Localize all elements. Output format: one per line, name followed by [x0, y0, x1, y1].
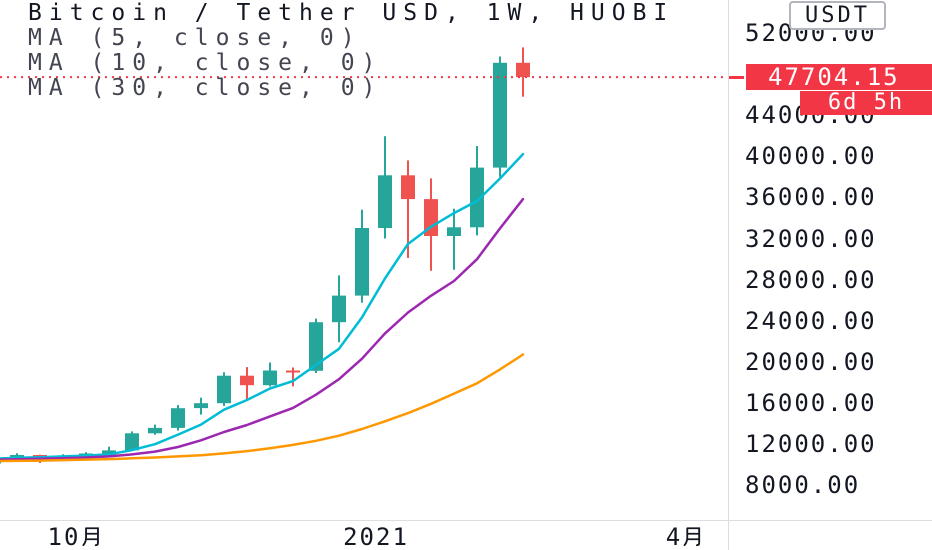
candle-body-down	[240, 375, 254, 386]
last-price-tag: 47704.15	[746, 64, 932, 91]
time-axis-label: 10	[48, 523, 103, 550]
ma-line-ma10	[0, 197, 525, 461]
candle-body-up	[447, 227, 461, 236]
candle-body-down	[401, 175, 415, 200]
price-tick-label: 28000.00	[745, 265, 877, 294]
legend: Bitcoin / Tether USD, 1W, HUOBI MA (5, c…	[28, 1, 674, 101]
price-tick-label: 36000.00	[745, 183, 877, 212]
last-price-tick-dash	[729, 75, 744, 79]
price-tick-label: 20000.00	[745, 347, 877, 376]
month-glyph	[684, 527, 701, 547]
bar-countdown-tag: 6d 5h	[800, 91, 932, 116]
candle-body-up	[194, 403, 208, 409]
candle-body-down	[286, 370, 300, 373]
candle-body-up	[378, 175, 392, 228]
candle-body-up	[493, 62, 507, 168]
ma-line-ma30	[0, 353, 525, 463]
time-axis-label: 2021	[343, 523, 409, 550]
candle-body-up	[102, 450, 116, 454]
candle-body-down	[424, 199, 438, 236]
candle-body-up	[355, 228, 369, 296]
price-tick-label: 8000.00	[745, 471, 861, 499]
candle-body-up	[148, 427, 162, 434]
candle-body-up	[309, 322, 323, 371]
time-axis-separator	[0, 520, 932, 521]
indicator-ma5-label[interactable]: MA (5, close, 0)	[28, 25, 362, 51]
candle-body-up	[332, 295, 346, 323]
price-tick-label: 40000.00	[745, 142, 877, 171]
price-tick-label: 12000.00	[745, 429, 877, 458]
symbol-title[interactable]: Bitcoin / Tether USD, 1W, HUOBI	[28, 0, 675, 26]
candle-body-up	[125, 433, 139, 451]
candle-body-up	[217, 375, 231, 404]
month-glyph	[82, 527, 99, 547]
price-tick-label: 24000.00	[745, 306, 877, 335]
candle-body-down	[516, 62, 530, 78]
indicator-ma30-label[interactable]: MA (30, close, 0)	[28, 75, 383, 101]
currency-toggle-button[interactable]: USDT	[789, 1, 886, 30]
ma-line-ma5	[0, 152, 525, 460]
candle-body-up	[171, 408, 185, 428]
chart-pane[interactable]	[0, 0, 732, 520]
indicator-ma10-label[interactable]: MA (10, close, 0)	[28, 50, 383, 76]
price-tick-label: 16000.00	[745, 388, 877, 417]
candle-body-up	[470, 167, 484, 228]
price-chart-svg	[0, 47, 728, 464]
time-axis[interactable]: 10 2021 4	[0, 521, 932, 550]
price-tick-label: 32000.00	[745, 224, 877, 253]
candle-body-up	[263, 370, 277, 386]
time-axis-label: 4	[666, 523, 704, 550]
price-axis-separator	[728, 0, 729, 550]
